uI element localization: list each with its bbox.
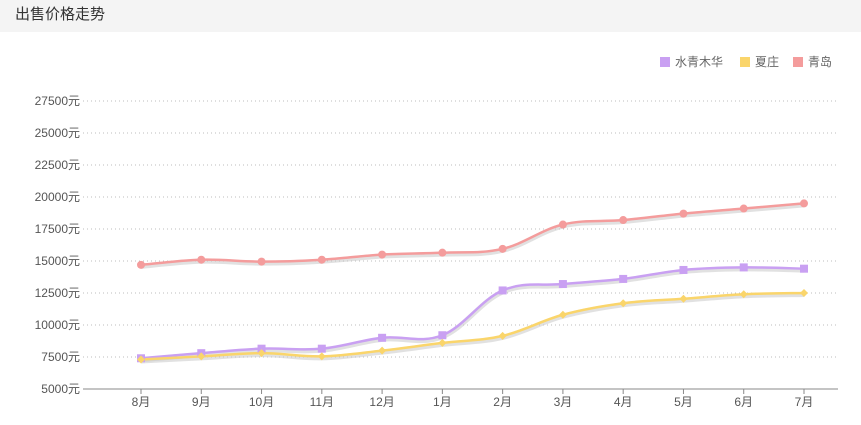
y-tick-label: 27500元: [35, 94, 80, 108]
x-tick-label: 4月: [614, 395, 633, 409]
data-point-marker[interactable]: [679, 209, 688, 218]
data-point-marker[interactable]: [619, 274, 628, 283]
series-line: [140, 266, 805, 360]
data-point-marker[interactable]: [438, 338, 447, 347]
data-point-marker[interactable]: [800, 199, 808, 208]
legend-swatch: [740, 57, 750, 67]
data-point-marker[interactable]: [800, 289, 808, 297]
x-tick-label: 2月: [493, 395, 512, 409]
data-point-marker[interactable]: [679, 294, 688, 303]
data-point-marker[interactable]: [619, 216, 628, 225]
y-tick-label: 22500元: [35, 158, 80, 172]
data-point-marker[interactable]: [800, 264, 808, 273]
data-point-marker[interactable]: [558, 220, 567, 229]
x-tick-label: 12月: [369, 395, 394, 409]
y-tick-label: 15000元: [35, 254, 80, 268]
legend-item[interactable]: 水青木华: [660, 55, 723, 69]
x-tick-label: 5月: [674, 395, 693, 409]
data-point-marker[interactable]: [498, 286, 507, 295]
legend-swatch: [793, 57, 803, 67]
grid-lines: [83, 100, 838, 358]
y-tick-label: 12500元: [35, 286, 80, 300]
data-point-marker[interactable]: [378, 346, 387, 355]
x-tick-label: 9月: [192, 395, 211, 409]
x-tick-label: 7月: [795, 395, 814, 409]
data-point-marker[interactable]: [558, 310, 567, 319]
data-point-marker[interactable]: [619, 299, 628, 308]
y-tick-label: 7500元: [41, 350, 80, 364]
x-tick-label: 3月: [554, 395, 573, 409]
chart-header: 出售价格走势: [0, 0, 861, 32]
data-point-marker[interactable]: [438, 248, 447, 257]
x-axis: 8月 9月 10月 11月 12月 1月 2月 3月 4月 5月 6月 7月: [83, 388, 838, 409]
x-tick-label: 8月: [132, 395, 151, 409]
x-tick-label: 11月: [310, 395, 334, 409]
data-point-marker[interactable]: [137, 355, 145, 364]
data-point-marker[interactable]: [197, 255, 206, 264]
data-point-marker[interactable]: [739, 263, 748, 272]
data-point-marker[interactable]: [197, 352, 206, 361]
x-tick-label: 10月: [249, 395, 274, 409]
legend-item[interactable]: 夏庄: [740, 54, 779, 69]
y-tick-label: 17500元: [35, 222, 80, 236]
data-point-marker[interactable]: [378, 250, 387, 259]
data-point-marker[interactable]: [558, 280, 567, 289]
data-point-marker[interactable]: [498, 244, 507, 253]
series-line: [140, 291, 805, 361]
legend-item[interactable]: 青岛: [793, 54, 832, 69]
data-point-marker[interactable]: [137, 260, 145, 269]
data-point-marker[interactable]: [679, 265, 688, 274]
data-point-marker[interactable]: [257, 257, 266, 266]
data-point-marker[interactable]: [317, 344, 326, 353]
legend[interactable]: 水青木华 夏庄 青岛: [660, 54, 832, 69]
series-line-shadow: [140, 202, 805, 269]
y-tick-label: 10000元: [35, 318, 80, 332]
data-point-marker[interactable]: [317, 352, 326, 361]
x-tick-label: 6月: [734, 395, 753, 409]
y-tick-label: 25000元: [35, 126, 80, 140]
legend-label: 青岛: [808, 54, 832, 69]
legend-label: 水青木华: [675, 55, 723, 69]
data-point-marker[interactable]: [378, 333, 387, 342]
y-axis: 5000元 7500元 10000元 12500元 15000元 17500元 20000元…: [35, 94, 80, 396]
data-point-marker[interactable]: [739, 290, 748, 299]
series-lines: [140, 202, 805, 364]
data-point-marker[interactable]: [257, 349, 266, 358]
data-point-marker[interactable]: [317, 255, 326, 264]
series-markers: [137, 199, 808, 364]
series-line-shadow: [140, 292, 805, 364]
y-tick-label: 5000元: [41, 382, 80, 396]
x-tick-label: 1月: [433, 395, 452, 409]
data-point-marker[interactable]: [739, 204, 748, 213]
data-point-marker[interactable]: [438, 331, 447, 340]
legend-swatch: [660, 57, 670, 67]
y-tick-label: 20000元: [35, 190, 80, 204]
chart-title: 出售价格走势: [15, 6, 106, 23]
legend-label: 夏庄: [755, 54, 779, 69]
data-point-marker[interactable]: [498, 331, 507, 340]
data-point-marker[interactable]: [257, 344, 266, 353]
